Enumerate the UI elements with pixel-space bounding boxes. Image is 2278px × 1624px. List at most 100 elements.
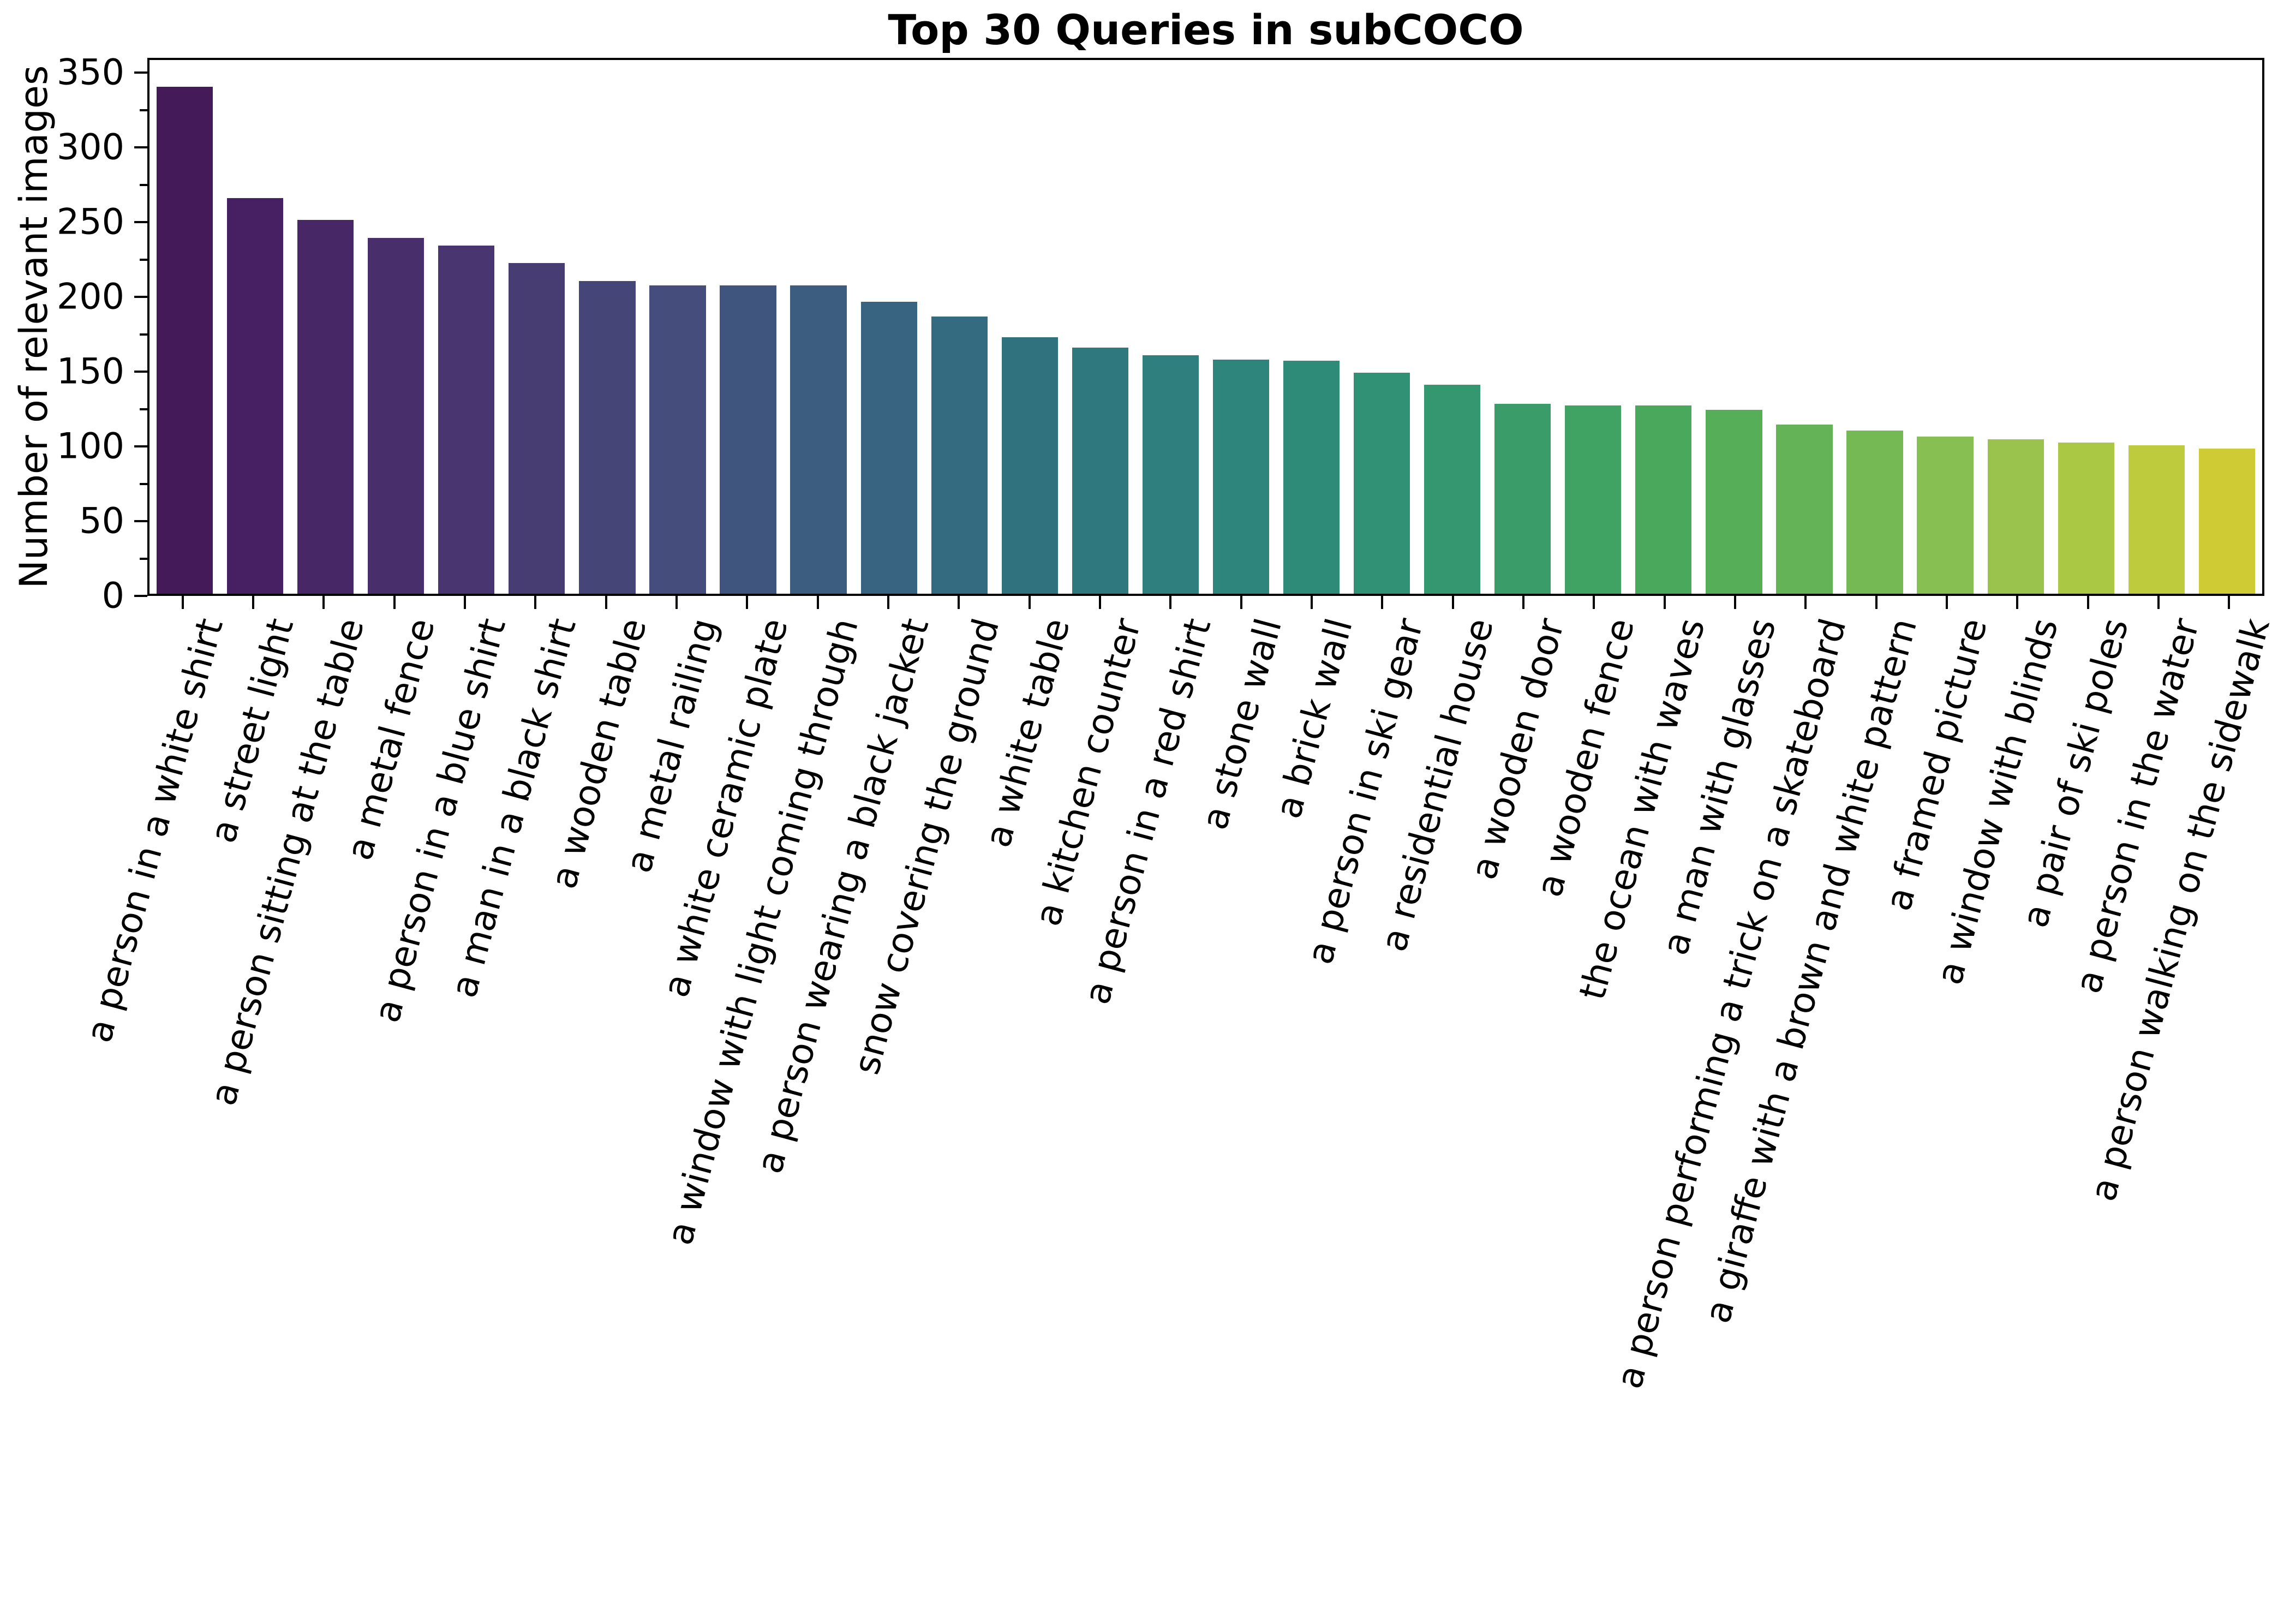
x-tick-label: a person sitting at the table	[202, 614, 373, 1110]
x-tick-mark	[746, 596, 749, 609]
bar-29	[2128, 445, 2185, 594]
x-tick-mark	[1099, 596, 1101, 609]
bar-7	[579, 280, 636, 594]
x-tick-mark	[1804, 596, 1807, 609]
bar-slot	[1135, 60, 1206, 594]
bar-slot	[1769, 60, 1839, 594]
bar-28	[2058, 442, 2114, 594]
chart-title: Top 30 Queries in subCOCO	[888, 5, 1524, 54]
y-tick-mark	[134, 296, 147, 298]
bar-3	[297, 220, 354, 594]
bar-slot	[1276, 60, 1347, 594]
y-minor-tick-mark	[140, 183, 147, 186]
x-tick-mark	[1663, 596, 1666, 609]
y-tick-label: 150	[56, 351, 124, 392]
bar-slot	[220, 60, 290, 594]
bar-slot	[1558, 60, 1628, 594]
x-tick-mark	[1311, 596, 1313, 609]
x-tick-mark	[393, 596, 396, 609]
bar-30	[2198, 448, 2255, 594]
bars-container	[150, 60, 2262, 594]
bar-14	[1072, 348, 1128, 594]
bar-27	[1987, 439, 2044, 594]
bar-6	[509, 263, 565, 594]
y-tick-label: 200	[56, 276, 124, 318]
x-tick-mark	[887, 596, 889, 609]
bar-22	[1635, 405, 1692, 594]
bar-19	[1424, 384, 1481, 594]
bar-5	[438, 245, 495, 594]
y-minor-tick-mark	[140, 258, 147, 261]
x-tick-mark	[2086, 596, 2089, 609]
y-minor-tick-mark	[140, 557, 147, 560]
x-tick-mark	[675, 596, 678, 609]
y-tick-mark	[134, 146, 147, 149]
x-tick-mark	[1169, 596, 1172, 609]
x-tick-mark	[1522, 596, 1524, 609]
x-tick-mark	[534, 596, 537, 609]
y-tick-mark	[134, 221, 147, 224]
x-tick-mark	[1451, 596, 1454, 609]
plot-area	[147, 58, 2264, 596]
bar-13	[1001, 337, 1058, 594]
x-tick-mark	[1593, 596, 1595, 609]
bar-17	[1283, 361, 1340, 594]
bar-slot	[1840, 60, 1910, 594]
x-tick-mark	[958, 596, 960, 609]
x-tick-mark	[1028, 596, 1031, 609]
bar-18	[1353, 373, 1410, 594]
bar-slot	[2192, 60, 2262, 594]
bar-slot	[361, 60, 431, 594]
x-tick-mark	[464, 596, 466, 609]
y-tick-mark	[134, 520, 147, 523]
bar-8	[649, 285, 706, 594]
x-tick-mark	[1734, 596, 1736, 609]
x-tick-mark	[252, 596, 254, 609]
y-tick-label: 100	[56, 426, 124, 467]
bar-slot	[1347, 60, 1417, 594]
x-tick-mark	[2228, 596, 2231, 609]
y-minor-tick-mark	[140, 482, 147, 485]
bar-slot	[2121, 60, 2192, 594]
y-minor-tick-mark	[140, 333, 147, 336]
bar-15	[1142, 355, 1199, 594]
y-tick-mark	[134, 71, 147, 74]
bar-1	[156, 86, 213, 594]
x-tick-mark	[322, 596, 325, 609]
bar-slot	[431, 60, 501, 594]
x-tick-mark	[1875, 596, 1878, 609]
bar-slot	[1699, 60, 1769, 594]
bar-slot	[1628, 60, 1699, 594]
bar-10	[790, 285, 847, 594]
bar-24	[1776, 425, 1833, 594]
bar-slot	[1206, 60, 1276, 594]
y-tick-label: 0	[101, 575, 124, 617]
bar-25	[1846, 431, 1903, 594]
bar-20	[1494, 404, 1551, 594]
y-minor-tick-mark	[140, 408, 147, 410]
bar-slot	[713, 60, 784, 594]
bar-slot	[290, 60, 361, 594]
bar-23	[1706, 410, 1762, 594]
y-tick-label: 350	[56, 52, 124, 93]
bar-slot	[854, 60, 924, 594]
bar-11	[860, 301, 917, 594]
y-tick-label: 300	[56, 127, 124, 168]
bar-slot	[572, 60, 642, 594]
y-minor-tick-mark	[140, 109, 147, 111]
y-tick-mark	[134, 595, 147, 597]
y-tick-mark	[134, 371, 147, 373]
bar-slot	[1910, 60, 1981, 594]
bar-slot	[2051, 60, 2121, 594]
bar-12	[931, 316, 988, 594]
bar-21	[1565, 405, 1622, 594]
y-tick-mark	[134, 445, 147, 448]
bar-slot	[995, 60, 1065, 594]
bar-slot	[1065, 60, 1135, 594]
x-tick-mark	[605, 596, 607, 609]
bar-9	[720, 285, 776, 594]
bar-slot	[1981, 60, 2051, 594]
bar-slot	[642, 60, 713, 594]
x-tick-mark	[2016, 596, 2019, 609]
